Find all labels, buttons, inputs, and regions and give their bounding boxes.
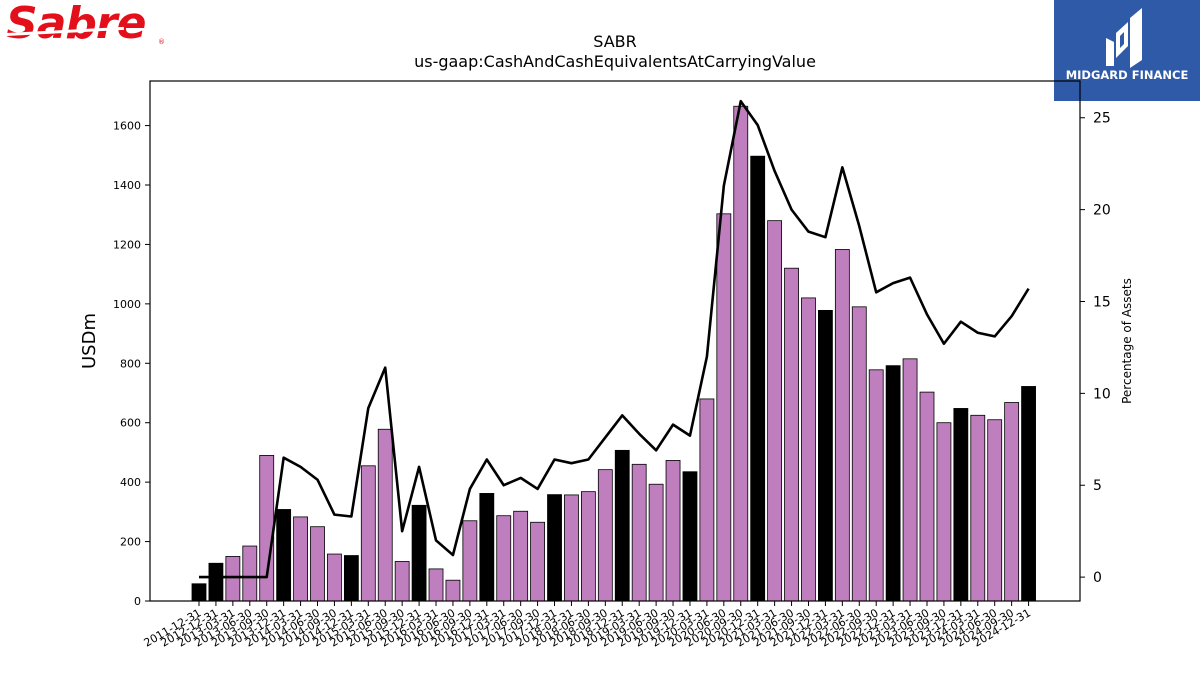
bar-2021-09-30 bbox=[801, 297, 816, 602]
y-tick-label: 600 bbox=[120, 417, 141, 430]
sabre-logo: Sabre ® bbox=[4, 0, 165, 50]
bar-2016-03-31 bbox=[428, 568, 444, 602]
bar-2022-03-31 bbox=[834, 249, 850, 602]
bar-2014-06-30 bbox=[310, 526, 325, 602]
bar-2024-06-30 bbox=[987, 419, 1003, 602]
bar-2011-12-31 bbox=[191, 583, 207, 602]
chart-title: SABR bbox=[593, 32, 637, 51]
bar-2018-06-30 bbox=[580, 491, 596, 602]
bar-2024-03-31 bbox=[970, 414, 986, 602]
y2-tick-label: 20 bbox=[1093, 203, 1111, 219]
bar-2021-12-31 bbox=[818, 309, 833, 602]
y2-tick-label: 0 bbox=[1093, 570, 1102, 586]
bar-2023-12-31 bbox=[953, 408, 969, 602]
bar-2018-09-30 bbox=[597, 469, 613, 602]
sabre-logo-text: Sabre bbox=[6, 0, 146, 49]
bar-2015-06-30 bbox=[377, 428, 393, 602]
bar-2013-06-30 bbox=[242, 545, 258, 602]
bar-2013-03-31 bbox=[225, 556, 241, 602]
bar-2015-03-31 bbox=[360, 465, 376, 602]
bar-2023-03-31 bbox=[902, 358, 918, 602]
midgard-logo-icon bbox=[1106, 8, 1142, 68]
percentage-line bbox=[199, 99, 1030, 579]
y2-tick-label: 25 bbox=[1093, 111, 1111, 127]
sabre-logo-reg: ® bbox=[158, 38, 165, 46]
bar-2018-12-31 bbox=[614, 449, 630, 602]
bar-2017-09-30 bbox=[530, 521, 545, 602]
y-tick-label: 1000 bbox=[113, 298, 141, 311]
bar-2017-03-31 bbox=[496, 515, 512, 602]
bar-2014-09-30 bbox=[327, 553, 342, 602]
bar-2013-09-30 bbox=[259, 454, 275, 602]
y-tick-label: 800 bbox=[120, 357, 141, 370]
y-tick-label: 1200 bbox=[113, 238, 141, 251]
y-tick-label: 400 bbox=[120, 476, 141, 489]
bar-2019-09-30 bbox=[665, 460, 681, 602]
y2-axis-label: Percentage of Assets bbox=[1120, 278, 1134, 404]
watermark-text: MIDGARD FINANCE bbox=[1065, 68, 1189, 82]
y2-tick-label: 5 bbox=[1093, 478, 1102, 494]
bar-2019-03-31 bbox=[631, 463, 647, 602]
bar-2020-09-30 bbox=[733, 105, 749, 602]
bar-2019-12-31 bbox=[682, 471, 698, 602]
plot-frame bbox=[149, 80, 1081, 602]
bar-2014-12-31 bbox=[343, 555, 359, 602]
bar-2023-09-30 bbox=[936, 422, 952, 602]
bar-2014-03-31 bbox=[293, 516, 308, 602]
midgard-finance-watermark: MIDGARD FINANCE bbox=[1054, 0, 1200, 101]
y-tick-label: 1400 bbox=[113, 179, 141, 192]
bar-2020-03-31 bbox=[699, 398, 715, 602]
y-axis-label: USDm bbox=[79, 313, 100, 369]
bar-2016-09-30 bbox=[462, 520, 478, 602]
bar-2018-03-31 bbox=[564, 494, 579, 602]
bar-2021-06-30 bbox=[784, 267, 799, 602]
y2-tick-label: 15 bbox=[1093, 294, 1111, 310]
bar-2015-09-30 bbox=[394, 561, 410, 602]
bar-2024-12-31 bbox=[1021, 386, 1036, 602]
bar-2021-03-31 bbox=[767, 220, 783, 602]
bar-2020-12-31 bbox=[750, 155, 766, 602]
y-tick-label: 200 bbox=[120, 536, 141, 549]
bar-2020-06-30 bbox=[716, 213, 732, 602]
bar-2012-12-31 bbox=[208, 562, 224, 602]
bar-2022-12-31 bbox=[885, 365, 901, 602]
y2-tick-label: 10 bbox=[1093, 386, 1111, 402]
bar-2017-06-30 bbox=[513, 510, 529, 602]
bar-2023-06-30 bbox=[919, 391, 935, 602]
bar-2019-06-30 bbox=[648, 483, 664, 602]
bar-2022-06-30 bbox=[851, 306, 867, 602]
chart-subtitle: us-gaap:CashAndCashEquivalentsAtCarrying… bbox=[414, 52, 816, 71]
y-tick-label: 1600 bbox=[113, 120, 141, 133]
bar-2017-12-31 bbox=[547, 494, 562, 602]
bar-2015-12-31 bbox=[411, 504, 427, 602]
bar-2024-09-30 bbox=[1004, 402, 1020, 602]
bar-2013-12-31 bbox=[276, 509, 292, 602]
bar-2022-09-30 bbox=[868, 369, 884, 602]
y-tick-label: 0 bbox=[134, 595, 141, 608]
bar-2016-12-31 bbox=[479, 493, 495, 602]
bar-2016-06-30 bbox=[445, 579, 461, 602]
